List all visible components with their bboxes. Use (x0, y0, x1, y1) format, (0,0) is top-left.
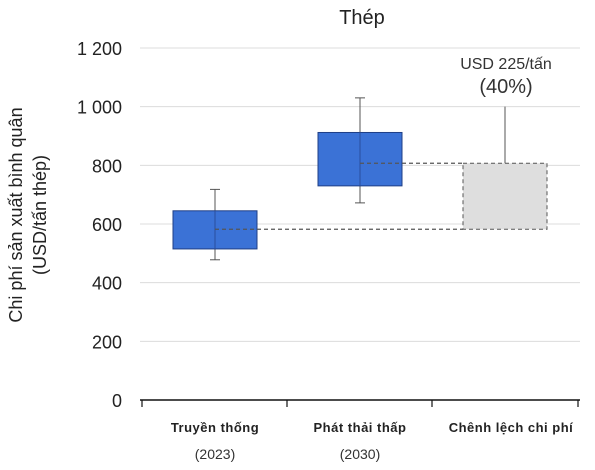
x-category-label: Truyền thống (171, 420, 259, 435)
y-tick-label: 1 000 (77, 98, 122, 118)
y-tick-label: 800 (92, 156, 122, 176)
y-tick-label: 400 (92, 274, 122, 294)
gap-box (462, 162, 548, 230)
chart-marks (172, 97, 548, 261)
y-tick-labels: 0 200 400 600 800 1 000 1 200 (77, 39, 122, 411)
x-category-label: Phát thải thấp (314, 420, 407, 435)
x-category-label: Chênh lệch chi phí (449, 420, 574, 435)
y-axis-label: Chi phí sản xuất bình quân (USD/tấn thép… (6, 107, 50, 322)
gap-annotation-value: USD 225/tấn (460, 56, 552, 73)
y-axis-label-line1: Chi phí sản xuất bình quân (6, 107, 26, 322)
y-tick-label: 200 (92, 332, 122, 352)
y-tick-label: 1 200 (77, 39, 122, 59)
gap-annotation: USD 225/tấn (40%) (460, 56, 552, 98)
x-category-sublabel: (2023) (195, 446, 235, 462)
y-axis-label-line2: (USD/tấn thép) (30, 155, 50, 275)
gap-annotation-percent: (40%) (479, 76, 532, 98)
y-tick-label: 600 (92, 215, 122, 235)
x-category-sublabel: (2030) (340, 446, 380, 462)
x-axis: Truyền thống (2023) Phát thải thấp (2030) Ch… (140, 399, 580, 462)
chart-title: Thép (339, 7, 385, 29)
y-tick-label: 0 (112, 391, 122, 411)
